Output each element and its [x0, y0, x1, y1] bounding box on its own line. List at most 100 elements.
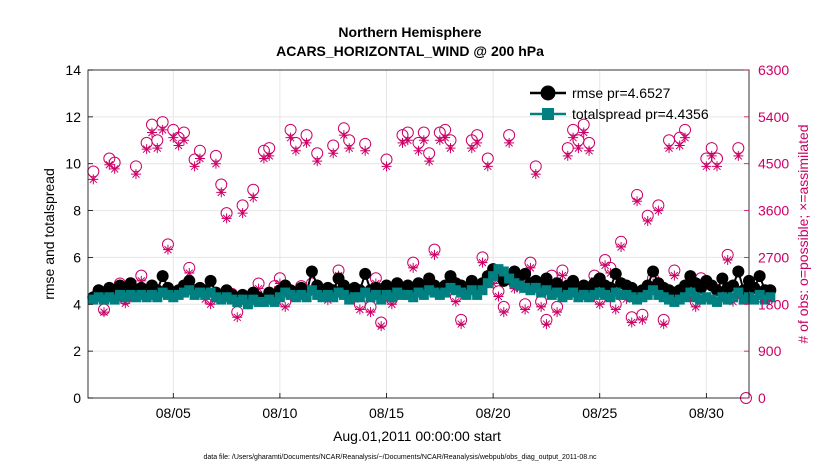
assimilated-obs-marker [706, 150, 717, 161]
y-axis-right-label: # of obs: o=possible; ×=assimilated [795, 124, 811, 343]
totalspread-point [253, 296, 264, 307]
assimilated-obs-marker [264, 150, 275, 161]
totalspread-point [173, 289, 184, 300]
x-tick-label: 08/25 [582, 405, 617, 421]
assimilated-obs-marker [354, 304, 365, 315]
totalspread-point [226, 294, 237, 305]
totalspread-point [136, 289, 147, 300]
totalspread-point [765, 292, 776, 303]
totalspread-point [456, 287, 467, 298]
totalspread-point [759, 294, 770, 305]
totalspread-point [248, 294, 259, 305]
totalspread-point [584, 292, 595, 303]
assimilated-obs-marker [573, 143, 584, 154]
totalspread-point [754, 289, 765, 300]
assimilated-obs-marker [440, 132, 451, 143]
assimilated-obs-marker [322, 295, 333, 306]
totalspread-point [626, 292, 637, 303]
totalspread-point [696, 294, 707, 305]
totalspread-point [594, 287, 605, 298]
totalspread-point [312, 289, 323, 300]
rmse-point [465, 274, 478, 287]
totalspread-point [653, 289, 664, 300]
totalspread-point [200, 289, 211, 300]
totalspread-point [717, 292, 728, 303]
totalspread-point [504, 273, 515, 284]
assimilated-obs-marker [413, 145, 424, 156]
totalspread-point [184, 285, 195, 296]
assimilated-obs-marker [653, 205, 664, 216]
y-right-tick-label: 1800 [758, 296, 789, 312]
y-right-tick-label: 5400 [758, 109, 789, 125]
axis-ticks: 0 0 2 900 4 1800 6 2700 8 3600 10 4500 12 5400 14 6300 0… [65, 62, 789, 421]
plot-frame [87, 69, 750, 399]
totalspread-point [264, 294, 275, 305]
totalspread-point [461, 289, 472, 300]
assimilated-obs-marker [594, 299, 605, 310]
totalspread-point [189, 289, 200, 300]
rmse-point [305, 265, 318, 278]
x-tick-label: 08/05 [156, 405, 191, 421]
totalspread-point [418, 289, 429, 300]
totalspread-point [488, 271, 499, 282]
assimilated-obs-marker [552, 307, 563, 318]
y-right-tick-label: 2700 [758, 249, 789, 265]
totalspread-point [301, 292, 312, 303]
assimilated-obs-marker [152, 143, 163, 154]
totalspread-point [130, 292, 141, 303]
y-left-tick-label: 10 [65, 156, 81, 172]
assimilated-obs-marker [632, 196, 643, 207]
totalspread-point [269, 296, 280, 307]
assimilated-obs-marker [488, 278, 499, 289]
totalspread-point [525, 285, 536, 296]
legend: rmse pr=4.6527 totalspread pr=4.4356 [530, 85, 709, 122]
totalspread-point [322, 289, 333, 300]
x-tick-label: 08/10 [262, 405, 297, 421]
assimilated-obs-marker [173, 140, 184, 151]
totalspread-point [386, 292, 397, 303]
totalspread-point [728, 292, 739, 303]
totalspread-point [621, 289, 632, 300]
totalspread-point [120, 292, 131, 303]
totalspread-point [258, 296, 269, 307]
totalspread-point [210, 292, 221, 303]
assimilated-obs-marker [157, 124, 168, 135]
rmse-point [609, 267, 622, 280]
assimilated-obs-marker [120, 298, 131, 309]
totalspread-point [237, 294, 248, 305]
totalspread-point [669, 296, 680, 307]
rmse-point [124, 277, 137, 290]
assimilated-obs-marker [365, 307, 376, 318]
assimilated-obs-marker [232, 312, 243, 323]
rmse-spread-lines [87, 263, 777, 310]
assimilated-obs-marker [434, 135, 445, 146]
y-left-tick-label: 12 [65, 109, 81, 125]
totalspread-point [285, 289, 296, 300]
totalspread-point [232, 296, 243, 307]
legend-spread-marker [542, 108, 554, 120]
assimilated-obs-marker [584, 145, 595, 156]
totalspread-point [376, 294, 387, 305]
assimilated-obs-marker [626, 317, 637, 328]
assimilated-obs-marker [637, 314, 648, 325]
totalspread-point [338, 289, 349, 300]
assimilated-obs-marker [680, 132, 691, 143]
assimilated-obs-marker [338, 130, 349, 141]
totalspread-point [637, 292, 648, 303]
assimilated-obs-marker [408, 262, 419, 273]
assimilated-obs-marker [669, 270, 680, 281]
totalspread-point [450, 285, 461, 296]
totalspread-point [216, 294, 227, 305]
assimilated-obs-marker [493, 291, 504, 302]
totalspread-point [392, 287, 403, 298]
y-right-tick-label: 3600 [758, 203, 789, 219]
totalspread-point [178, 287, 189, 298]
assimilated-obs-marker [578, 127, 589, 138]
totalspread-point [642, 289, 653, 300]
assimilated-obs-marker [237, 208, 248, 219]
totalspread-point [317, 292, 328, 303]
assimilated-obs-marker [498, 307, 509, 318]
assimilated-obs-marker [472, 137, 483, 148]
assimilated-obs-marker [104, 159, 115, 170]
